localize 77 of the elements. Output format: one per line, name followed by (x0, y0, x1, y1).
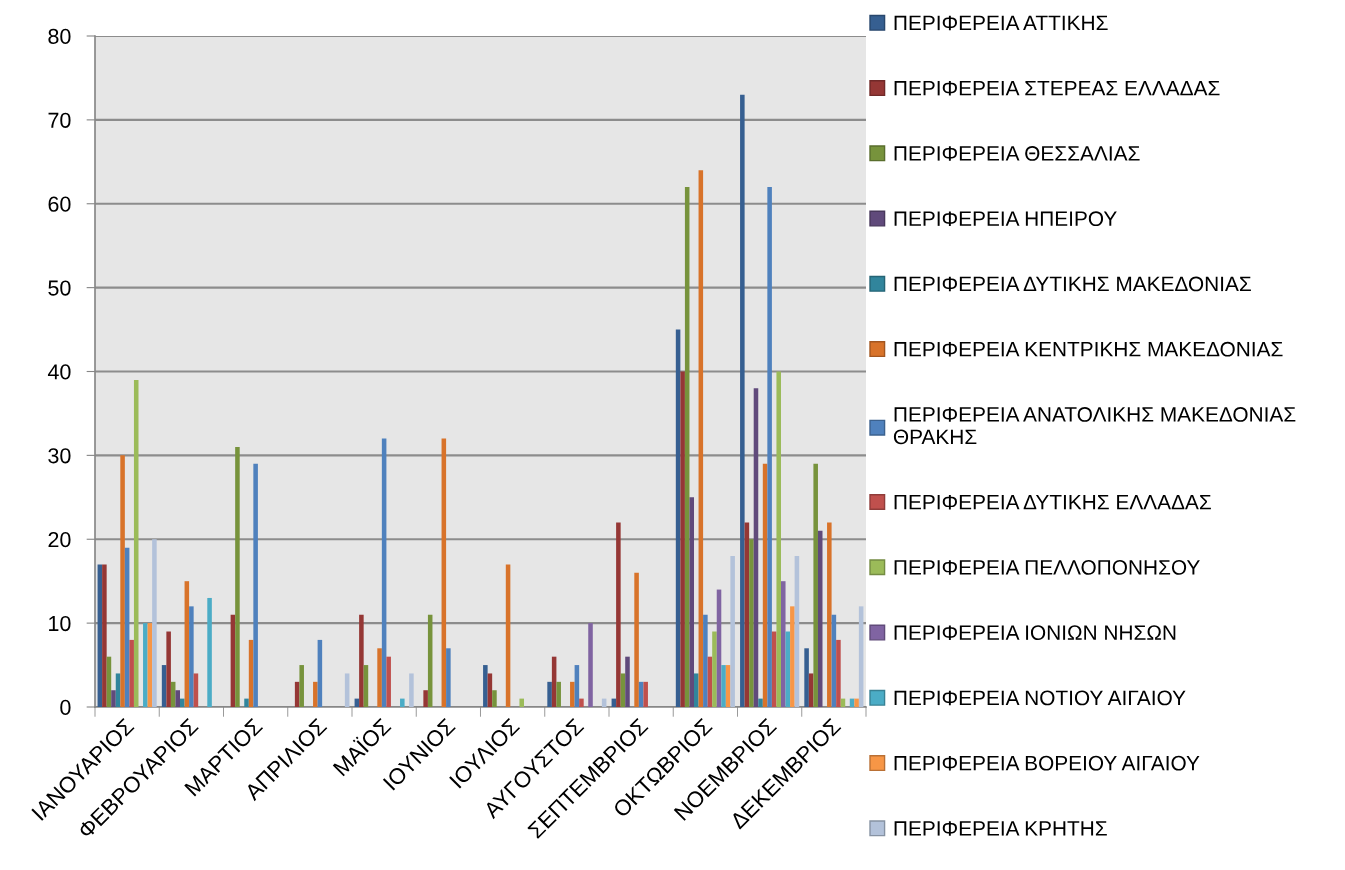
bar (817, 530, 823, 707)
bar (749, 539, 754, 707)
legend-label: ΠΕΡΙΦΕΡΕΙΑ ΑΝΑΤΟΛΙΚΗΣ ΜΑΚΕΔΟΝΙΑΣ ΘΡΑΚΗΣ (893, 407, 1296, 445)
bar (703, 614, 708, 707)
legend-label: ΠΕΡΙΦΕΡΕΙΑ ΚΡΗΤΗΣ (894, 821, 1107, 836)
y-tick-label: 40 (47, 364, 71, 380)
bar (616, 522, 621, 707)
bar (235, 446, 240, 707)
bar (588, 623, 593, 707)
legend-label: ΠΕΡΙΦΕΡΕΙΑ ΑΤΤΙΚΗΣ (894, 15, 1108, 31)
bar (570, 681, 575, 707)
y-tick-label: 70 (48, 112, 71, 128)
bar (244, 698, 249, 707)
bar (780, 581, 786, 707)
bar (712, 631, 717, 707)
legend-label: ΠΕΡΙΦΕΡΕΙΑ ΣΤΕΡΕΑΣ ΕΛΛΑΔΑΣ (894, 80, 1220, 96)
bar (519, 698, 524, 707)
legend-label: ΠΕΡΙΦΕΡΕΙΑ ΔΥΤΙΚΗΣ ΜΑΚΕΔΟΝΙΑΣ (894, 276, 1251, 292)
bar (377, 648, 382, 707)
y-tick-label: 10 (49, 615, 71, 632)
bar (143, 623, 148, 707)
y-tick-label: 50 (48, 280, 71, 296)
bar (634, 572, 639, 707)
bar (854, 698, 859, 707)
legend-label: ΠΕΡΙΦΕΡΕΙΑ ΘΕΣΣΑΛΙΑΣ (894, 146, 1140, 161)
y-tick-label: 60 (48, 196, 71, 212)
y-tick-label: 0 (60, 699, 71, 716)
bar (299, 665, 304, 707)
legend-label: ΠΕΡΙΦΕΡΕΙΑ ΠΕΛΛΟΠΟΝΗΣΟΥ (894, 560, 1200, 575)
bar (730, 556, 735, 707)
bar (102, 564, 107, 707)
bar (189, 606, 194, 707)
bar (313, 681, 318, 707)
bar (386, 656, 391, 707)
bar (492, 690, 497, 707)
bar (689, 497, 695, 707)
bar (129, 639, 134, 707)
bar (827, 522, 832, 707)
legend-label: ΠΕΡΙΦΕΡΕΙΑ ΙΟΝΙΩΝ ΝΗΣΩΝ (894, 625, 1176, 641)
y-tick-label: 80 (48, 28, 71, 45)
legend-label: ΠΕΡΙΦΕΡΕΙΑ ΔΥΤΙΚΗΣ ΕΛΛΑΔΑΣ (894, 494, 1211, 510)
bar (166, 631, 171, 707)
bar (446, 648, 451, 707)
bar (556, 681, 561, 707)
bar (547, 681, 552, 707)
bar (400, 698, 405, 707)
legend-label: ΠΕΡΙΦΕΡΕΙΑ ΗΠΕΙΡΟΥ (894, 211, 1117, 227)
bar (790, 606, 795, 707)
bar (579, 698, 584, 707)
bar (180, 698, 185, 707)
bar (721, 665, 726, 707)
bar (643, 681, 648, 707)
bar (120, 455, 125, 707)
bar (836, 639, 841, 707)
y-tick-label: 20 (48, 532, 71, 548)
bar (740, 94, 745, 707)
bar (758, 698, 763, 707)
bar (767, 186, 772, 707)
bar (625, 656, 630, 707)
bar (152, 539, 157, 707)
bar (813, 463, 818, 707)
legend-label: ΠΕΡΙΦΕΡΕΙΑ ΚΕΝΤΡΙΚΗΣ ΜΑΚΕΔΟΝΙΑΣ (894, 341, 1283, 357)
bar (423, 690, 428, 707)
bar (483, 665, 488, 707)
bar (804, 648, 809, 707)
y-tick-label: 30 (48, 448, 71, 464)
bar (680, 371, 685, 707)
legend-label: ΠΕΡΙΦΕΡΕΙΑ ΝΟΤΙΟΥ ΑΙΓΑΙΟΥ (894, 690, 1186, 706)
bar (359, 614, 364, 707)
bar (207, 597, 212, 707)
bar (175, 690, 181, 707)
bar (776, 371, 781, 707)
bar (111, 690, 116, 707)
legend-label: ΠΕΡΙΦΕΡΕΙΑ ΒΟΡΕΙΟΥ ΑΙΓΑΙΟΥ (894, 755, 1200, 771)
bar (409, 673, 414, 707)
bar (253, 463, 258, 707)
bar (694, 673, 699, 707)
